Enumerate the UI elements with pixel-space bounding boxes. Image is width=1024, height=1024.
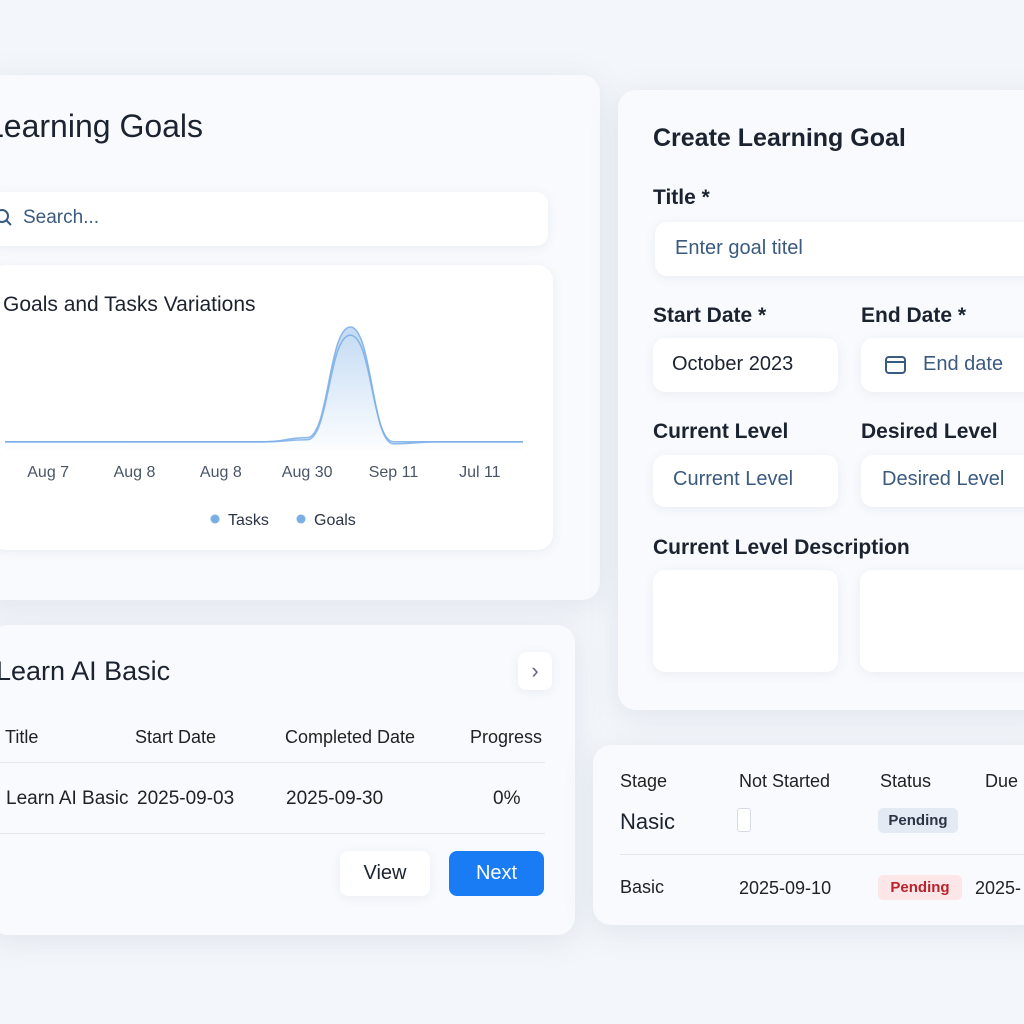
placeholder: Current Level — [673, 468, 794, 490]
form-title: Create Learning Goal — [653, 124, 906, 152]
field-label: Title * — [653, 186, 710, 209]
input-value: October 2023 — [672, 353, 794, 375]
table-header: Due — [985, 771, 1019, 791]
field-label: Desired Level — [861, 420, 998, 443]
search-placeholder: Search... — [23, 207, 100, 228]
field-label: End Date * — [861, 304, 967, 327]
x-tick-label: Aug 8 — [200, 464, 242, 481]
table-header: Stage — [620, 771, 668, 791]
description-input[interactable] — [860, 570, 1024, 672]
current-level-input[interactable] — [653, 455, 838, 507]
legend-dot — [296, 514, 306, 524]
description-input[interactable] — [653, 570, 838, 672]
series-line — [5, 326, 524, 445]
table-cell: Nasic — [620, 809, 676, 834]
next-button[interactable]: Next — [449, 851, 544, 896]
table-header: Start Date — [135, 727, 217, 747]
chart-title: Goals and Tasks Variations — [3, 293, 256, 316]
table-header: Status — [880, 771, 932, 791]
divider — [0, 762, 545, 763]
table-header: Completed Date — [285, 727, 416, 747]
end-date-input[interactable] — [861, 338, 1024, 392]
table-cell: 2025-09-30 — [286, 788, 384, 809]
calendar-icon — [885, 356, 906, 374]
divider — [0, 833, 545, 834]
panel-title: Learning Goals — [0, 108, 204, 144]
chevron-button[interactable]: › — [518, 652, 552, 690]
x-tick-label: Jul 11 — [459, 464, 501, 481]
title-input[interactable] — [655, 222, 1024, 276]
table-cell: 2025-09-03 — [137, 788, 235, 809]
series-line — [5, 334, 524, 443]
desired-level-input[interactable] — [861, 455, 1024, 507]
x-tick-label: Aug 7 — [27, 464, 69, 481]
status-badge: Pending — [878, 808, 958, 833]
area — [5, 327, 523, 450]
field-label: Start Date * — [653, 304, 767, 327]
legend-label: Tasks — [228, 512, 269, 529]
checkbox[interactable] — [737, 808, 751, 832]
field-label: Current Level — [653, 420, 789, 443]
search-box[interactable] — [0, 192, 548, 246]
table-cell: Learn AI Basic — [6, 788, 129, 809]
x-tick-label: Aug 30 — [282, 464, 333, 481]
table-header: Not Started — [739, 771, 831, 791]
table-cell: 2025-09-10 — [739, 878, 832, 898]
table-cell: Basic — [620, 877, 665, 897]
placeholder: Enter goal titel — [675, 237, 803, 259]
field-label: Current Level Description — [653, 536, 910, 559]
goal-card-title: Learn AI Basic — [0, 656, 171, 686]
chart-card — [0, 265, 553, 550]
table-header: Progress — [470, 727, 543, 747]
start-date-input[interactable] — [653, 338, 838, 392]
divider — [620, 854, 1024, 855]
x-tick-label: Aug 8 — [114, 464, 156, 481]
search-icon — [0, 209, 12, 226]
chart: Aug 7 Aug 8 Aug 8 Aug 30 Sep 11 Jul 11 Tasks Go… — [5, 326, 524, 529]
table-header: Title — [5, 727, 39, 747]
status-badge: Pending — [878, 875, 962, 900]
legend-dot — [210, 514, 220, 524]
table-cell: 2025- — [975, 878, 1022, 898]
x-tick-label: Sep 11 — [369, 464, 419, 481]
table-cell: 0% — [493, 788, 521, 809]
legend-label: Goals — [314, 512, 356, 529]
placeholder: Desired Level — [882, 468, 1005, 490]
placeholder: End date — [923, 353, 1004, 375]
view-button[interactable]: View — [340, 851, 430, 896]
